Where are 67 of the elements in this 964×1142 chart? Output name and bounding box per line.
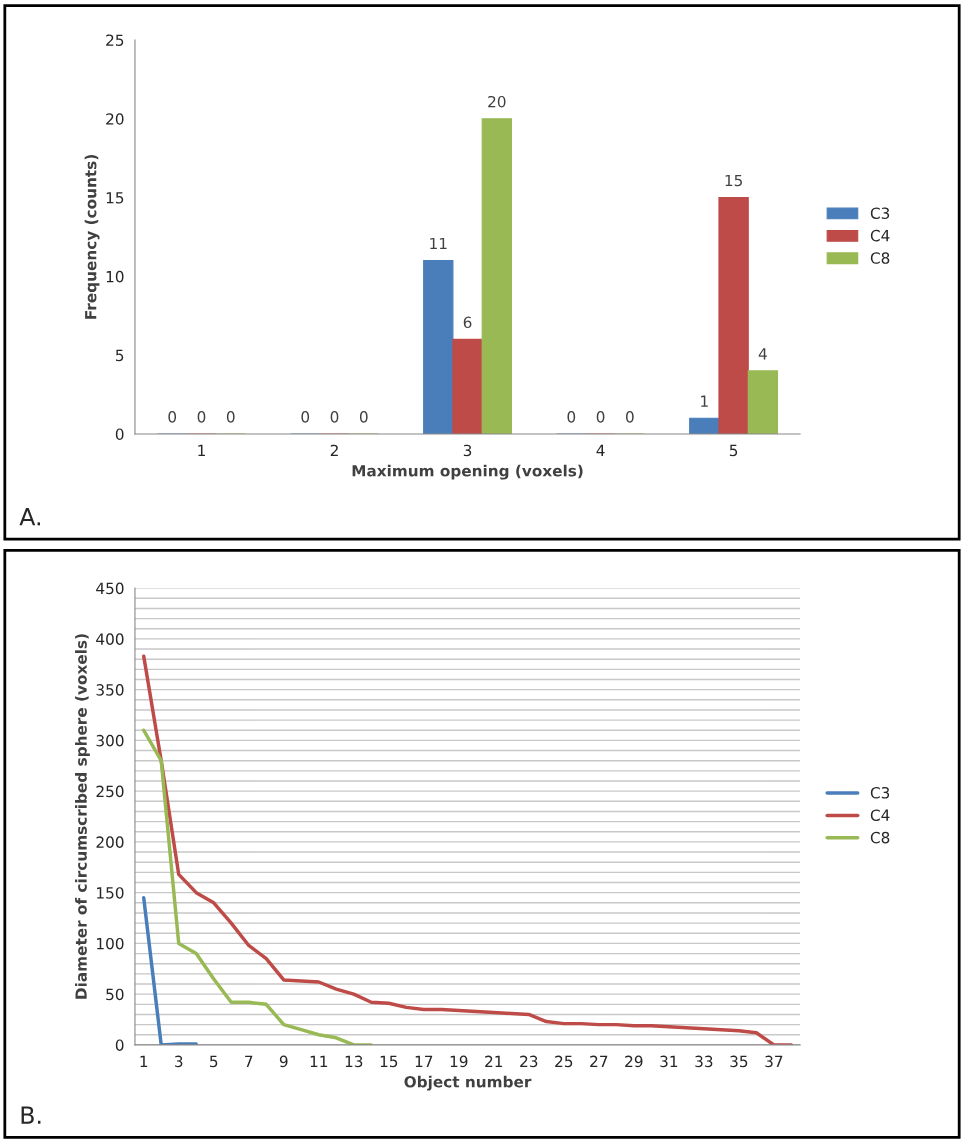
y-axis-title: Frequency (counts): [84, 155, 100, 319]
x-tick-label: 1: [140, 1055, 148, 1067]
x-axis-title: Maximum opening (voxels): [352, 464, 583, 480]
legend-label: C8: [870, 831, 890, 844]
x-tick-label: 13: [345, 1055, 363, 1068]
y-tick-label: 25: [106, 34, 124, 46]
y-tick-label: 250: [96, 785, 124, 798]
y-tick-label: 200: [96, 836, 124, 848]
y-tick-label: 20: [106, 113, 124, 125]
x-axis-title: Object number: [404, 1075, 532, 1091]
data-label: 15: [725, 174, 742, 187]
y-tick-label: 300: [96, 734, 124, 747]
x-tick-label: 35: [730, 1055, 748, 1068]
y-tick-label: 400: [96, 633, 124, 645]
x-tick-label: 3: [463, 444, 472, 457]
y-tick-label: 15: [106, 192, 124, 204]
y-tick-label: 0: [115, 428, 124, 440]
y-tick-label: 0: [115, 1039, 124, 1051]
data-label: 20: [488, 95, 506, 108]
y-tick-label: 100: [97, 937, 124, 950]
x-tick-label: 17: [415, 1055, 433, 1067]
x-tick-label: 3: [175, 1055, 183, 1068]
data-label: 0: [330, 411, 339, 423]
legend-label: C3: [870, 207, 890, 219]
legend-label: C8: [870, 252, 890, 264]
x-tick-label: 23: [520, 1055, 538, 1068]
y-tick-label: 50: [106, 988, 124, 1001]
y-tick-label: 5: [116, 349, 124, 362]
data-label: 0: [596, 411, 605, 423]
legend-label: C4: [870, 809, 890, 821]
legend-label: C4: [870, 229, 890, 242]
x-tick-label: 4: [596, 444, 605, 456]
x-tick-label: 9: [279, 1055, 288, 1068]
y-tick-label: 10: [106, 270, 124, 283]
x-tick-label: 7: [245, 1055, 253, 1067]
data-label: 1: [701, 395, 708, 407]
x-tick-label: 21: [485, 1055, 503, 1067]
data-label: 0: [625, 411, 634, 423]
x-tick-label: 33: [695, 1055, 713, 1068]
x-tick-label: 31: [660, 1055, 678, 1068]
data-label: 0: [197, 411, 206, 423]
x-tick-label: 37: [765, 1055, 783, 1068]
data-label: 0: [301, 411, 310, 423]
legend-label: C3: [870, 786, 890, 799]
x-tick-label: 19: [450, 1055, 468, 1068]
data-label: 0: [168, 411, 177, 423]
x-tick-label: 1: [198, 444, 205, 456]
x-tick-label: 15: [380, 1055, 398, 1068]
y-tick-label: 350: [96, 684, 124, 696]
data-label: 0: [567, 411, 576, 423]
text: A.: [19, 508, 40, 526]
x-tick-label: 25: [555, 1055, 573, 1068]
x-tick-label: 2: [330, 444, 338, 456]
x-tick-label: 5: [210, 1055, 218, 1068]
data-label: 0: [226, 411, 235, 423]
data-label: 11: [430, 237, 447, 250]
x-tick-label: 5: [729, 444, 738, 457]
x-tick-label: 11: [310, 1055, 328, 1067]
data-label: 4: [758, 348, 767, 360]
y-tick-label: 450: [96, 582, 124, 595]
data-label: 0: [359, 411, 368, 423]
x-tick-label: 27: [590, 1055, 608, 1067]
y-tick-label: 150: [97, 887, 124, 899]
x-tick-label: 29: [625, 1055, 643, 1068]
data-label: 6: [463, 316, 472, 329]
text: B.: [21, 1106, 41, 1124]
y-axis-title: Diameter of circumscribed sphere (voxels): [75, 634, 90, 999]
